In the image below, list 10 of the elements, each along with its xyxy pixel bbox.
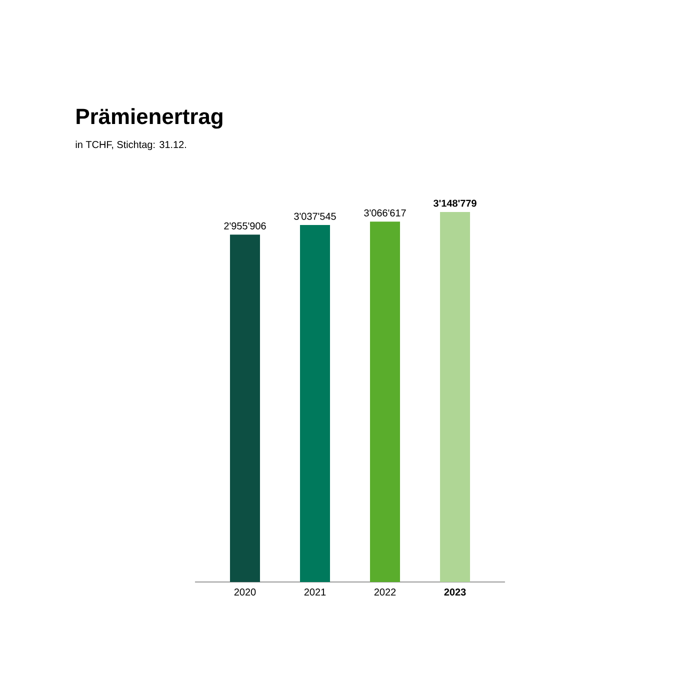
data-label: 3'148'779 — [433, 200, 476, 207]
x-tick-label: 2020 — [234, 588, 256, 596]
chart-title: Prämienertrag — [76, 108, 222, 129]
x-tick-label: 2021 — [304, 588, 326, 596]
data-label: 3'037'545 — [294, 212, 336, 220]
chart-subtitle: in TCHF, Stichtag: 31.12. — [76, 140, 186, 150]
x-tick-label: 2023 — [444, 588, 466, 596]
x-tick-label: 2022 — [374, 588, 396, 596]
data-label: 2'955'906 — [224, 222, 266, 230]
data-label: 3'066'617 — [364, 209, 406, 216]
